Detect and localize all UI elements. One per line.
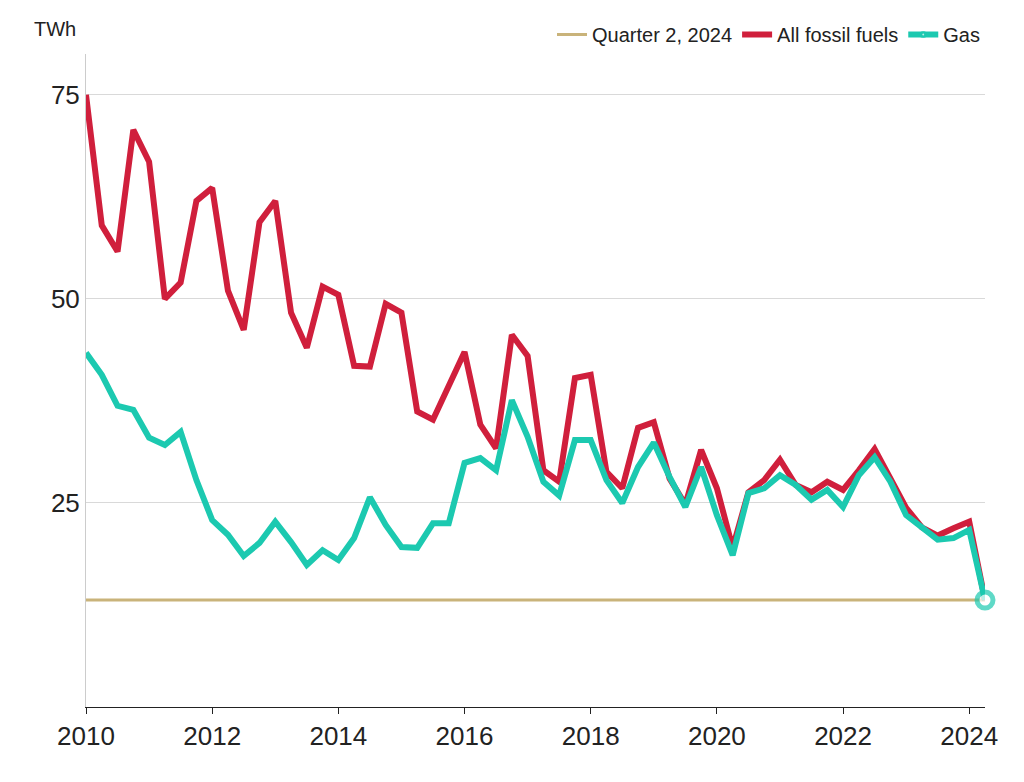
svg-text:2022: 2022 (814, 721, 872, 751)
svg-text:50: 50 (51, 284, 80, 314)
svg-text:2014: 2014 (309, 721, 367, 751)
svg-text:2010: 2010 (57, 721, 115, 751)
svg-text:2018: 2018 (562, 721, 620, 751)
svg-text:Quarter 2, 2024: Quarter 2, 2024 (592, 24, 732, 46)
svg-text:2020: 2020 (688, 721, 746, 751)
svg-text:2012: 2012 (183, 721, 241, 751)
svg-text:75: 75 (51, 80, 80, 110)
svg-text:Gas: Gas (943, 24, 980, 46)
svg-text:25: 25 (51, 488, 80, 518)
svg-text:TWh: TWh (34, 18, 76, 40)
svg-text:2024: 2024 (940, 721, 998, 751)
svg-text:2016: 2016 (436, 721, 494, 751)
svg-text:All fossil fuels: All fossil fuels (777, 24, 898, 46)
